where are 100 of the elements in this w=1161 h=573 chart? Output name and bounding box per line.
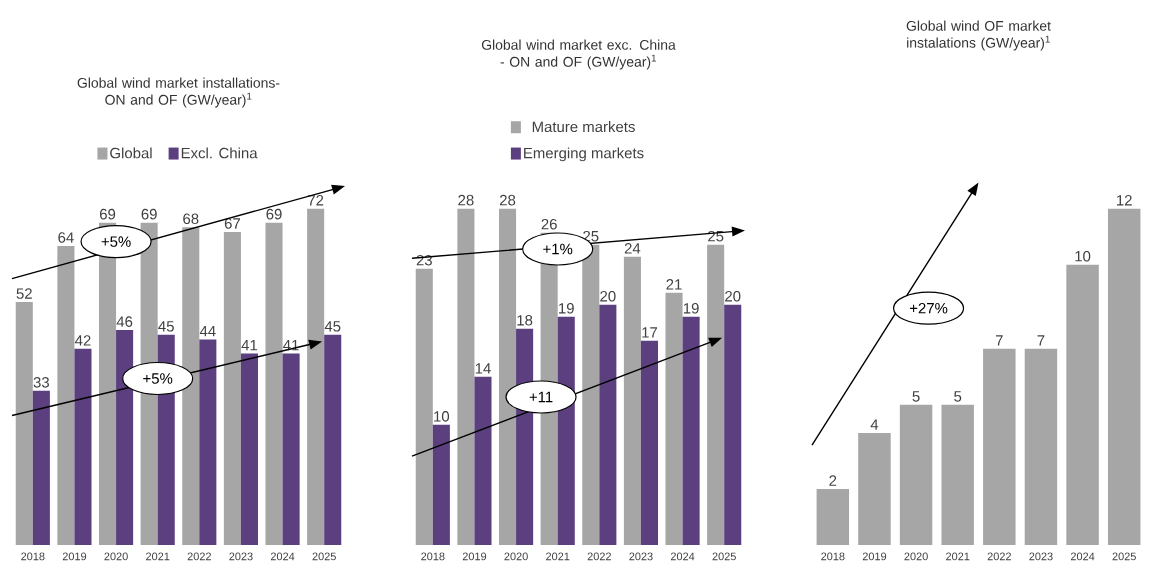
chart-title: Global wind OF market instalations (GW/year)$^{1}$ [906, 20, 1051, 51]
x-tick-label: 2019 [462, 552, 487, 561]
data-label: 21 [666, 279, 682, 290]
bar [432, 424, 450, 545]
bar [116, 330, 134, 545]
data-label: 64 [58, 232, 74, 243]
legend-label: Excl. China [181, 147, 258, 159]
data-label: 25 [708, 230, 724, 242]
data-label: 45 [158, 321, 174, 332]
annotation: +27% [909, 302, 948, 314]
chart-title: Global wind market installations- ON and OF (GW/year)$^{1}$ [77, 77, 280, 108]
bar [599, 304, 617, 545]
data-label: 20 [725, 290, 741, 302]
data-label: 44 [199, 325, 216, 337]
x-tick-label: 2022 [587, 552, 611, 561]
x-tick-label: 2025 [1112, 552, 1136, 561]
data-label: 42 [75, 335, 91, 346]
bar [623, 256, 641, 545]
bar [15, 302, 33, 545]
data-label: 19 [683, 302, 699, 314]
bar [57, 246, 75, 545]
data-label: 18 [517, 314, 533, 326]
bar [182, 227, 200, 545]
x-tick-label: 2021 [546, 552, 570, 561]
bar [32, 390, 50, 545]
x-tick-label: 2022 [987, 552, 1011, 561]
bar [223, 232, 241, 545]
annotation: +11 [529, 391, 553, 403]
x-tick-label: 2023 [229, 552, 253, 561]
data-label: 28 [499, 194, 516, 206]
bar [74, 348, 92, 545]
data-label: 5 [912, 391, 920, 402]
x-tick-label: 2020 [504, 552, 528, 561]
data-label: 10 [434, 411, 450, 422]
legend-label: Mature markets [532, 121, 635, 133]
x-tick-label: 2022 [187, 552, 211, 561]
data-label: 33 [33, 377, 49, 388]
data-label: 41 [241, 339, 258, 351]
data-label: 24 [624, 243, 641, 254]
bar [499, 208, 517, 545]
x-tick-label: 2025 [712, 552, 736, 561]
data-label: 23 [416, 254, 432, 266]
bar [983, 348, 1016, 545]
data-label: 4 [870, 419, 879, 430]
annotation: +1% [543, 243, 573, 255]
bar [682, 316, 700, 545]
x-tick-label: 2021 [146, 552, 170, 561]
legend-label: Emerging markets [524, 147, 644, 162]
bar [858, 432, 891, 545]
data-label: 52 [16, 288, 32, 299]
data-label: 26 [541, 218, 557, 230]
data-label: 2 [829, 475, 837, 486]
x-tick-label: 2018 [821, 552, 845, 561]
x-tick-label: 2019 [62, 552, 87, 561]
x-tick-label: 2019 [862, 552, 887, 561]
data-label: 7 [1037, 335, 1045, 346]
data-label: 14 [475, 363, 491, 374]
data-label: 69 [266, 208, 282, 220]
bar [557, 316, 575, 545]
bar [415, 268, 433, 545]
data-label: 67 [224, 218, 240, 229]
bar [1066, 264, 1099, 545]
x-tick-label: 2023 [629, 552, 653, 561]
data-label: 46 [116, 316, 133, 327]
x-tick-label: 2020 [904, 552, 928, 561]
legend-label: Global [110, 147, 152, 159]
data-label: 10 [1075, 250, 1091, 262]
data-label: 68 [183, 213, 199, 225]
bar [665, 292, 683, 545]
bar [707, 244, 725, 545]
x-tick-label: 2023 [1029, 552, 1053, 561]
x-tick-label: 2020 [104, 552, 128, 561]
data-label: 19 [559, 302, 574, 314]
bar [640, 340, 659, 545]
bar [941, 404, 974, 545]
x-tick-label: 2024 [270, 552, 295, 561]
data-label: 5 [954, 391, 962, 402]
x-tick-label: 2025 [312, 552, 336, 561]
bar [899, 404, 933, 545]
data-label: 12 [1117, 195, 1132, 206]
bar [1107, 208, 1141, 545]
bar [265, 222, 283, 545]
data-label: 7 [995, 335, 1003, 346]
x-tick-label: 2024 [1070, 552, 1095, 561]
bar [282, 353, 300, 545]
data-label: 20 [600, 290, 616, 302]
data-label: 72 [308, 195, 324, 206]
bar [816, 488, 850, 545]
bar [199, 339, 217, 545]
x-tick-label: 2024 [670, 552, 695, 561]
x-tick-label: 2021 [946, 552, 970, 561]
annotation: +5% [101, 236, 131, 247]
bar [307, 208, 325, 545]
bar [1024, 348, 1058, 545]
bar [324, 334, 342, 545]
annotation: +5% [143, 373, 173, 384]
data-label: 69 [141, 208, 157, 220]
x-tick-label: 2018 [21, 552, 45, 561]
bar [457, 208, 475, 545]
bar [474, 376, 492, 545]
